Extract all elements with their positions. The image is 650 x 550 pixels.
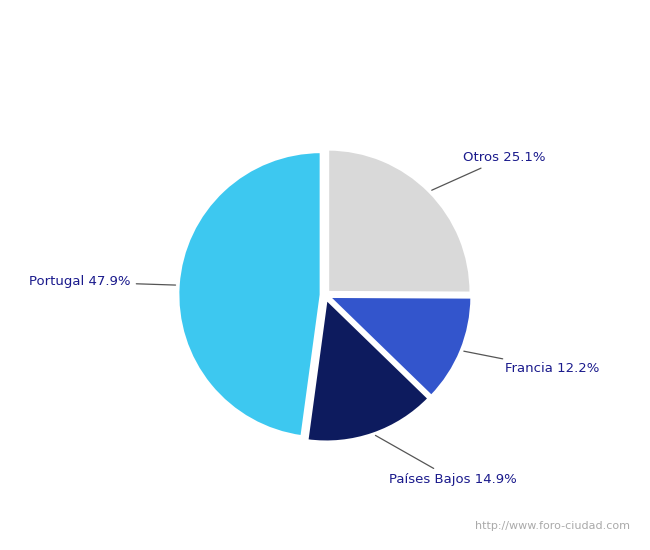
Text: Países Bajos 14.9%: Países Bajos 14.9%	[376, 436, 516, 486]
Wedge shape	[307, 299, 429, 442]
Wedge shape	[329, 296, 472, 396]
Text: Aroche - Turistas extranjeros según país - Octubre de 2024: Aroche - Turistas extranjeros según país…	[59, 14, 591, 32]
Text: http://www.foro-ciudad.com: http://www.foro-ciudad.com	[476, 521, 630, 531]
Text: Francia 12.2%: Francia 12.2%	[464, 351, 599, 375]
Text: Portugal 47.9%: Portugal 47.9%	[29, 276, 176, 288]
Wedge shape	[178, 152, 321, 437]
Text: Otros 25.1%: Otros 25.1%	[432, 151, 545, 190]
Wedge shape	[328, 149, 471, 293]
